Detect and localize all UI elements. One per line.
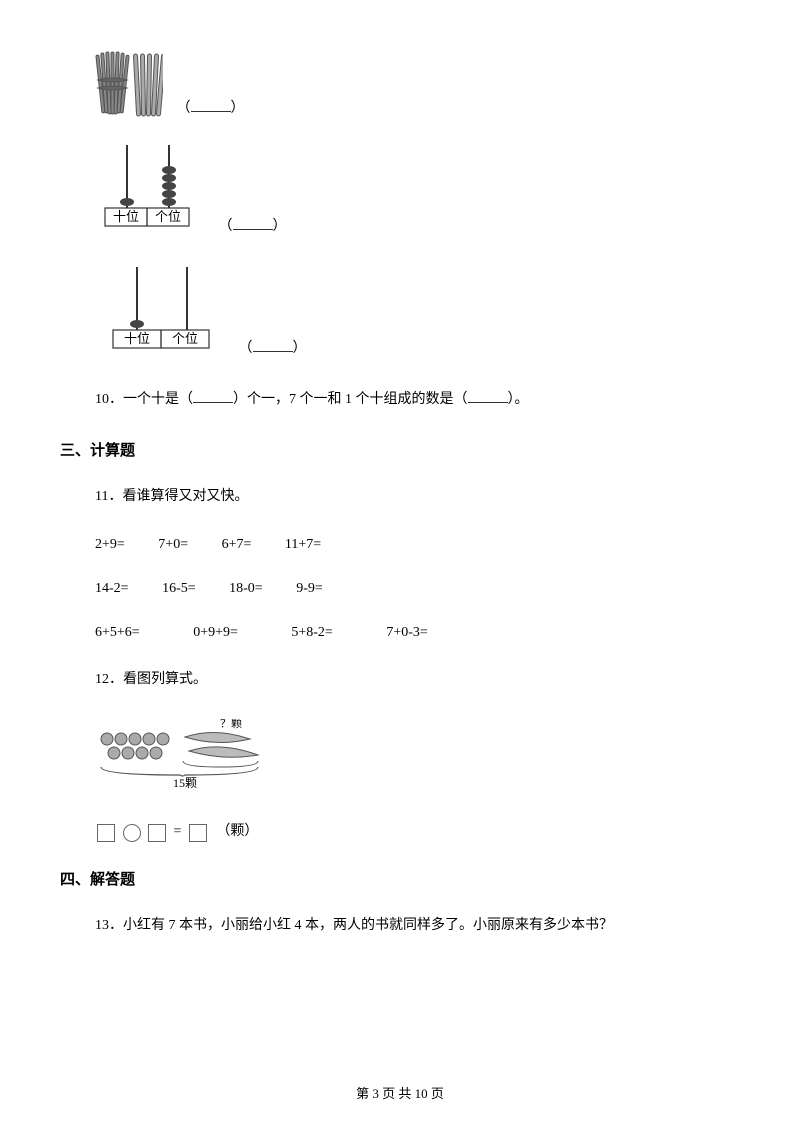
equation-box[interactable]	[148, 824, 166, 842]
svg-text:十位: 十位	[124, 331, 150, 346]
calc-item: 7+0-3=	[386, 625, 427, 641]
abacus2-answer: （）	[239, 341, 307, 356]
sticks-question: （）	[60, 50, 740, 120]
abacus-icon-1: 十位 个位	[95, 140, 205, 238]
paren-close: ）	[293, 341, 307, 356]
calc-item: 6+7=	[222, 537, 252, 553]
peas-diagram-block: ？颗 15颗	[60, 719, 740, 797]
equation-box[interactable]	[189, 824, 207, 842]
q10-text-a: 10．一个十是（	[95, 392, 193, 407]
calc-item: 18-0=	[229, 581, 263, 597]
section-3-header: 三、计算题	[60, 439, 740, 460]
sticks-bundle-icon	[95, 50, 163, 120]
question-12-title: 12．看图列算式。	[60, 669, 740, 691]
equals-sign: =	[174, 824, 182, 839]
paren-open: （	[239, 341, 253, 356]
svg-text:？颗: ？颗	[220, 719, 242, 730]
calc-item: 6+5+6=	[95, 625, 140, 641]
paren-open: （	[177, 101, 191, 116]
equation-box[interactable]	[97, 824, 115, 842]
calc-item: 11+7=	[285, 537, 321, 553]
calc-item: 16-5=	[162, 581, 196, 597]
section-4-header: 四、解答题	[60, 868, 740, 889]
paren-open: （	[219, 219, 233, 234]
svg-text:个位: 个位	[172, 331, 198, 346]
calc-item: 7+0=	[158, 537, 188, 553]
blank-fill[interactable]	[253, 338, 293, 352]
svg-text:15颗: 15颗	[173, 776, 197, 789]
question-13: 13．小红有 7 本书，小丽给小红 4 本，两人的书就同样多了。小丽原来有多少本…	[60, 915, 740, 937]
paren-close: ）	[231, 101, 245, 116]
calc-row-3: 6+5+6= 0+9+9= 5+8-2= 7+0-3=	[60, 625, 740, 641]
calc-row-2: 14-2= 16-5= 18-0= 9-9=	[60, 581, 740, 597]
calc-item: 14-2=	[95, 581, 129, 597]
equation-operator-circle[interactable]	[123, 824, 141, 842]
abacus-icon-2: 十位 个位	[95, 262, 225, 360]
calc-item: 2+9=	[95, 537, 125, 553]
abacus-question-2: 十位 个位 （）	[60, 262, 740, 360]
q10-text-c: ）。	[508, 392, 529, 407]
peas-diagram-icon: ？颗 15颗	[95, 719, 285, 797]
calc-row-1: 2+9= 7+0= 6+7= 11+7=	[60, 537, 740, 553]
equation-boxes: = （颗）	[60, 821, 740, 844]
blank-fill[interactable]	[233, 216, 273, 230]
abacus1-answer: （）	[219, 219, 287, 234]
svg-text:个位: 个位	[155, 209, 181, 224]
blank-fill[interactable]	[468, 389, 508, 403]
equation-unit: （颗）	[216, 824, 258, 839]
question-11-title: 11．看谁算得又对又快。	[60, 486, 740, 508]
question-10: 10．一个十是（ ）个一，7 个一和 1 个十组成的数是（ ）。	[60, 389, 740, 411]
page-footer: 第 3 页 共 10 页	[0, 1083, 800, 1102]
q10-text-b: ）个一，7 个一和 1 个十组成的数是（	[233, 392, 468, 407]
blank-fill[interactable]	[191, 98, 231, 112]
abacus-question-1: 十位 个位 （）	[60, 140, 740, 238]
svg-text:十位: 十位	[113, 209, 139, 224]
sticks-answer: （）	[177, 101, 245, 116]
calc-item: 0+9+9=	[193, 625, 238, 641]
paren-close: ）	[273, 219, 287, 234]
blank-fill[interactable]	[193, 389, 233, 403]
calc-item: 5+8-2=	[291, 625, 332, 641]
calc-item: 9-9=	[296, 581, 323, 597]
